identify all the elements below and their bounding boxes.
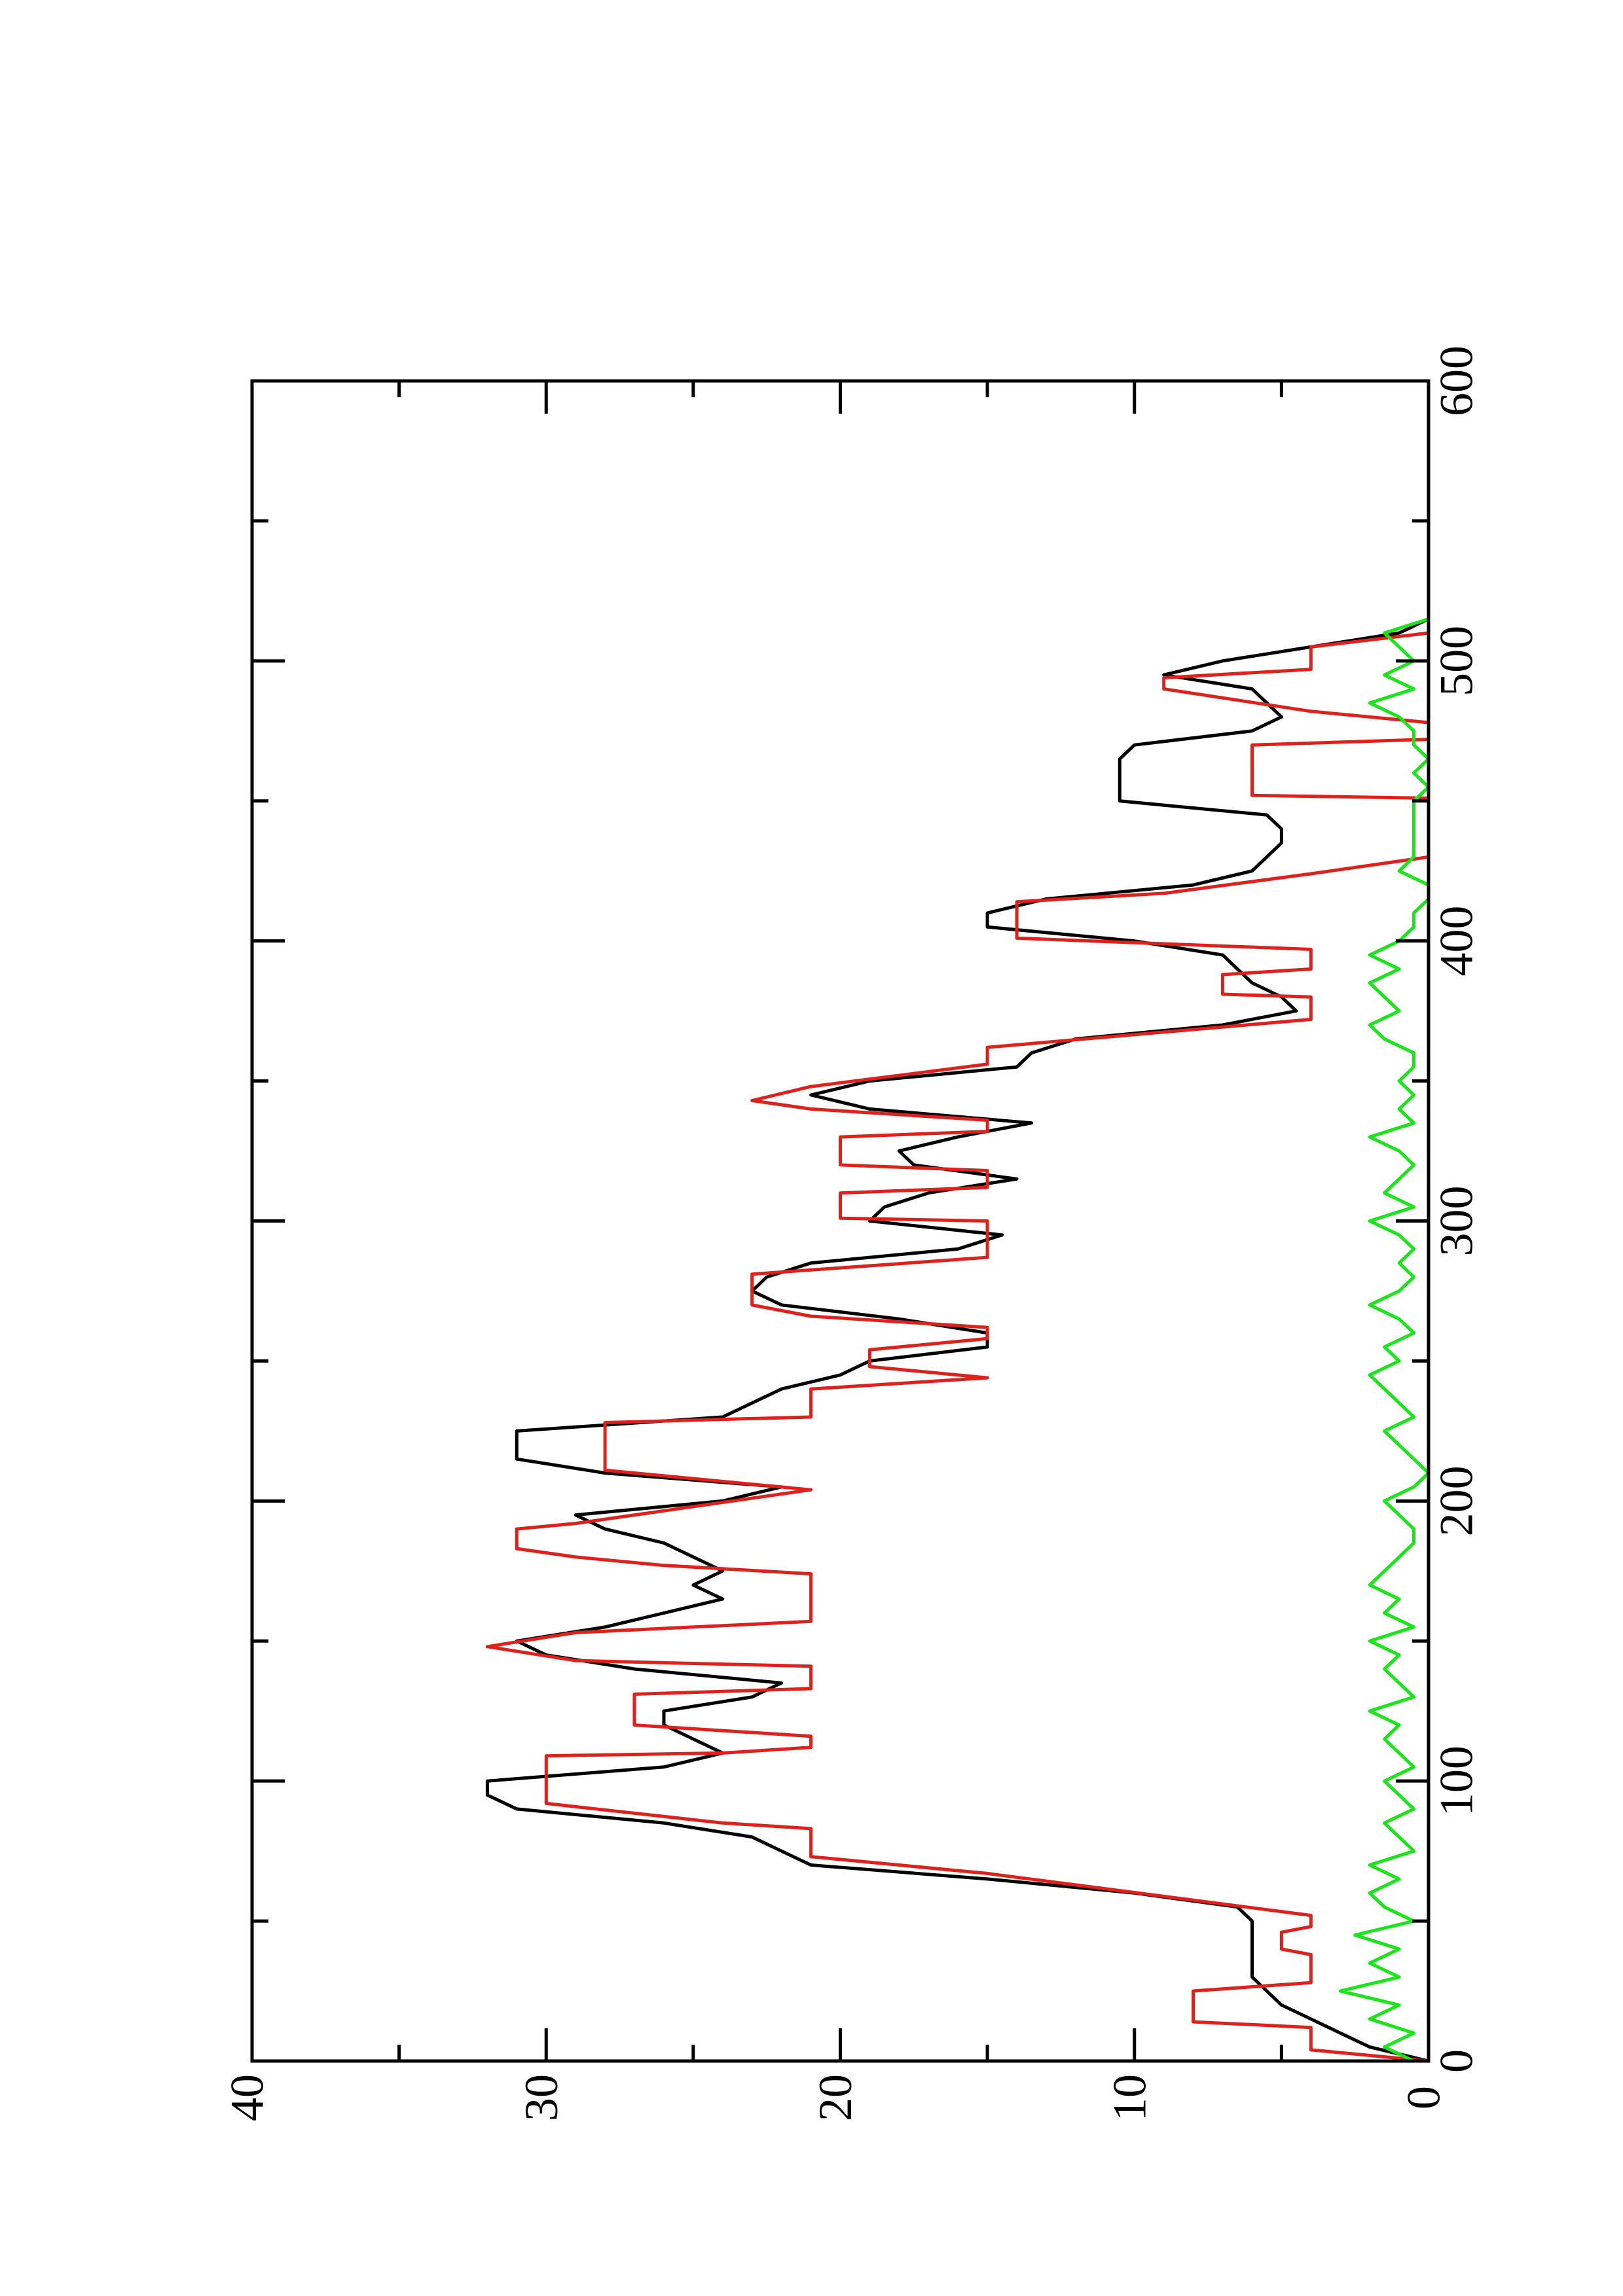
y-tick-label: 0 xyxy=(1398,2086,1450,2109)
x-tick-label: 100 xyxy=(1431,1746,1483,1816)
x-tick-label: 300 xyxy=(1431,1186,1483,1257)
y-tick-label: 40 xyxy=(221,2074,274,2121)
x-tick-label: 400 xyxy=(1431,906,1483,977)
y-tick-label: 30 xyxy=(515,2074,568,2121)
y-tick-label: 10 xyxy=(1103,2074,1156,2121)
x-tick-label: 0 xyxy=(1431,2049,1483,2073)
data-line xyxy=(485,631,1431,2063)
y-tick-label: 20 xyxy=(809,2074,862,2121)
x-tick-label: 600 xyxy=(1431,346,1483,416)
x-tick-label: 200 xyxy=(1431,1465,1483,1536)
x-tick-label: 500 xyxy=(1431,626,1483,696)
data-line xyxy=(1338,617,1431,2063)
